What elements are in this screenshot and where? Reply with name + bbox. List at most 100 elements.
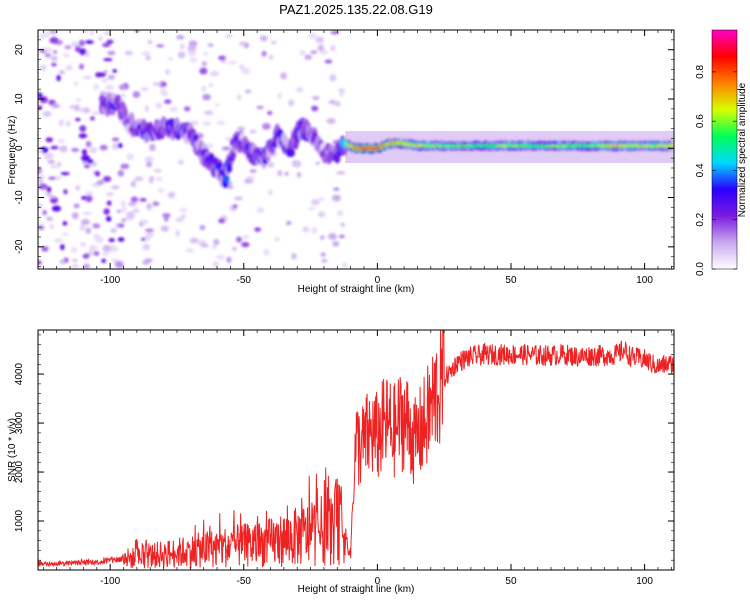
spectrogram-y-label: Frequency (Hz) (7, 116, 18, 185)
snr-frame (37, 329, 675, 571)
snr-x-tick-label: -100 (100, 576, 120, 587)
spectrogram-noise-blob (85, 140, 92, 148)
spectrogram-noise-blob (85, 191, 94, 196)
snr-y-tick-label: 1000 (14, 509, 25, 532)
spectrogram-noise-blob (82, 107, 91, 114)
spectrogram-noise-blob (65, 120, 72, 128)
spectrogram-noise-blob (236, 126, 246, 132)
colorbar-tick-label: 0.0 (695, 262, 706, 276)
spectrogram-noise-blob (175, 229, 181, 237)
spectrogram-noise-blob (201, 85, 207, 92)
spectrogram-noise-blob (47, 152, 54, 159)
spectrogram-noise-blob (70, 246, 78, 254)
spectrogram-noise-blob (42, 47, 47, 52)
spectrogram-noise-blob (145, 231, 155, 238)
spectrogram-noise-blob (91, 161, 98, 167)
spectrogram-noise-blob (105, 191, 114, 197)
spectrogram-noise-blob (120, 200, 126, 207)
spectrogram-marks (38, 30, 674, 269)
spectrogram-noise-blob (284, 171, 289, 176)
spectrogram-noise-blob (145, 55, 152, 61)
spectrogram-x-tick-label: 100 (636, 275, 653, 286)
spectrogram-noise-blob (64, 45, 72, 50)
spectrogram-noise-blob (256, 206, 265, 214)
spectrogram-noise-blob (315, 36, 324, 43)
spectrogram-noise-blob (268, 54, 274, 61)
figure-title: PAZ1.2025.135.22.08.G19 (279, 2, 433, 17)
spectrogram-noise-blob (134, 176, 144, 182)
spectrogram-noise-blob (117, 237, 125, 242)
spectrogram-noise-blob (62, 221, 68, 226)
spectrogram-noise-blob (263, 248, 270, 256)
spectrogram-noise-blob (49, 223, 55, 230)
spectrogram-noise-blob (53, 175, 63, 181)
spectrogram-noise-blob (71, 264, 80, 268)
spectrogram-noise-blob (103, 70, 109, 74)
spectrogram-noise-blob (88, 147, 98, 154)
spectrogram-noise-blob (58, 145, 68, 153)
spectrogram-y-tick-label: 0 (14, 145, 25, 151)
spectrogram-noise-blob (79, 108, 85, 113)
spectrogram-noise-blob (78, 133, 88, 139)
spectrogram-noise-blob (38, 178, 44, 184)
spectrogram-noise-blob (224, 33, 233, 39)
spectrogram-noise-blob (93, 251, 100, 256)
spectrogram-noise-blob (102, 176, 112, 183)
spectrogram-noise-blob (105, 84, 115, 90)
spectrogram-noise-blob (202, 121, 212, 126)
colorbar-tick-label: 0.2 (695, 212, 706, 226)
spectrogram-noise-blob (132, 207, 140, 214)
spectrogram-noise-blob (235, 236, 243, 243)
spectrogram-noise-blob (330, 31, 340, 35)
snr-x-label: Height of straight line (km) (298, 584, 415, 595)
spectrogram-noise-blob (51, 62, 57, 67)
spectrogram-noise-blob (51, 205, 62, 212)
snr-x-tick-label: 50 (505, 576, 517, 587)
spectrogram-noise-blob (102, 42, 111, 48)
spectrogram-noise-blob (295, 86, 304, 93)
spectrogram-signal-blob (288, 148, 295, 157)
spectrogram-noise-blob (105, 216, 112, 222)
spectrogram-noise-blob (148, 176, 154, 184)
spectrogram-noise-blob (144, 156, 154, 163)
spectrogram-y-tick-label: -10 (14, 190, 25, 205)
spectrogram-noise-blob (189, 57, 198, 63)
spectrogram-noise-blob (200, 244, 210, 248)
spectrogram-noise-blob (165, 69, 170, 75)
spectrogram-noise-blob (80, 241, 87, 248)
spectrogram-noise-blob (212, 261, 219, 267)
spectrogram-noise-blob (317, 211, 326, 218)
spectrogram-noise (38, 30, 349, 269)
spectrogram-noise-blob (73, 203, 80, 209)
spectrogram-noise-blob (62, 53, 71, 58)
spectrogram-noise-blob (214, 103, 220, 107)
spectrogram-noise-blob (146, 203, 152, 211)
spectrogram-noise-blob (71, 147, 80, 152)
spectrogram-noise-blob (239, 41, 248, 46)
spectrogram-noise-blob (38, 166, 43, 174)
spectrogram-noise-blob (112, 69, 117, 73)
spectrogram-noise-blob (80, 219, 90, 226)
spectrogram-noise-blob (61, 232, 69, 236)
spectrogram-noise-blob (304, 54, 313, 61)
spectrogram-noise-blob (50, 103, 61, 109)
spectrogram-noise-blob (115, 263, 124, 269)
spectrogram-noise-blob (216, 120, 226, 126)
spectrogram-noise-blob (50, 164, 60, 169)
snr-ticks: -100 -50 0 50 100 1000 2000 3000 4000 (14, 330, 674, 587)
spectrogram-y-tick-label: 20 (14, 44, 25, 56)
spectrogram-noise-blob (92, 223, 101, 229)
spectrogram-noise-blob (50, 145, 59, 150)
spectrogram-noise-blob (46, 216, 53, 221)
spectrogram-noise-blob (75, 98, 82, 102)
spectrogram-noise-blob (221, 146, 231, 151)
spectrogram-noise-blob (120, 163, 130, 169)
spectrogram-noise-blob (181, 213, 186, 219)
spectrogram-noise-blob (93, 233, 101, 241)
spectrogram-noise-blob (79, 224, 85, 232)
spectrogram-noise-blob (42, 110, 52, 117)
spectrogram-noise-blob (296, 171, 302, 178)
spectrogram-noise-blob (116, 209, 122, 214)
spectrogram-noise-blob (312, 96, 320, 101)
spectrogram-x-tick-label: -50 (237, 275, 252, 286)
